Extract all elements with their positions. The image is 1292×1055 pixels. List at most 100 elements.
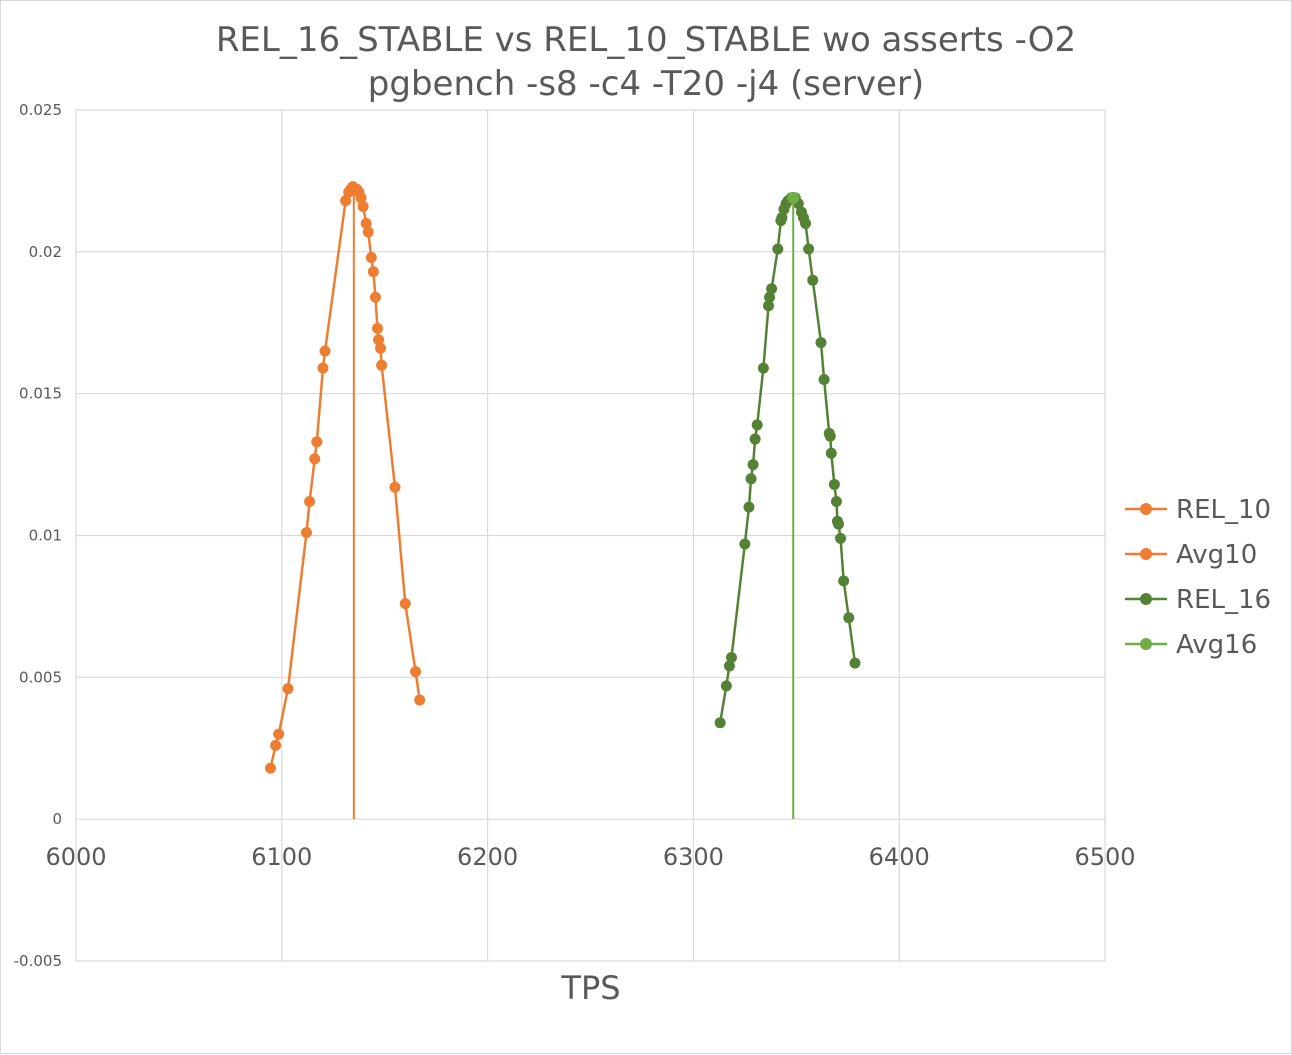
legend-item-rel-10: REL_10 <box>1125 495 1271 525</box>
series-rel-10-point <box>264 762 276 774</box>
series-rel-16-point <box>849 657 861 669</box>
series-rel-16-point <box>800 217 812 229</box>
legend-swatch-marker <box>1140 548 1152 560</box>
x-tick-label: 6000 <box>45 843 106 871</box>
series-rel-16-point <box>824 430 836 442</box>
legend-item-rel-16: REL_16 <box>1125 585 1271 615</box>
series-avg16 <box>787 191 800 820</box>
y-tick-label: 0.025 <box>19 101 62 119</box>
legend-label: REL_10 <box>1176 495 1271 525</box>
series-rel-16-point <box>745 473 757 485</box>
y-tick-label: 0.005 <box>19 668 62 686</box>
series-rel-10-point <box>304 495 316 507</box>
series-rel-16-point <box>725 651 737 663</box>
x-tick-label: 6300 <box>663 843 724 871</box>
series-rel-16-point <box>772 243 784 255</box>
x-axis-tick-labels: 6000 6100 6200 6300 6400 6500 <box>45 843 1135 871</box>
series-rel-10-point <box>410 666 422 678</box>
series-rel-16-point <box>828 478 840 490</box>
series-rel-16-point <box>747 459 759 471</box>
series-rel-16-point <box>751 419 763 431</box>
legend-label: Avg10 <box>1176 540 1257 570</box>
series-rel-10-point <box>375 342 387 354</box>
legend-swatch-marker <box>1140 503 1152 515</box>
series-rel-16-point <box>720 680 732 692</box>
series-avg10 <box>347 183 360 820</box>
x-tick-label: 6400 <box>869 843 930 871</box>
grid-lines <box>75 109 1106 962</box>
chart-title: REL_16_STABLE vs REL_10_STABLE wo assert… <box>216 20 1076 104</box>
legend-swatch-marker <box>1140 593 1152 605</box>
legend-swatch-marker <box>1140 638 1152 650</box>
x-tick-label: 6200 <box>457 843 518 871</box>
series-rel-10-point <box>273 728 285 740</box>
legend-label: Avg16 <box>1176 630 1257 660</box>
series-rel-10-line <box>269 185 421 769</box>
series-rel-10-point <box>270 739 282 751</box>
series-rel-16-point <box>835 532 847 544</box>
series-rel-10-point <box>360 217 372 229</box>
series-rel-16-point <box>723 660 735 672</box>
series-rel-10-point <box>367 266 379 278</box>
series-rel-10-point <box>357 200 369 212</box>
series-rel-16-point <box>743 501 755 513</box>
series-rel-16-point <box>807 274 819 286</box>
series-rel-10-point <box>340 195 352 207</box>
y-tick-label: 0.01 <box>29 527 62 545</box>
chart-title-line-2: pgbench -s8 -c4 -T20 -j4 (server) <box>368 64 924 104</box>
series-rel-16-point <box>825 447 837 459</box>
chart-title-line-1: REL_16_STABLE vs REL_10_STABLE wo assert… <box>216 20 1076 60</box>
series-rel-16 <box>714 192 861 729</box>
series-rel-10-point <box>319 345 331 357</box>
series-rel-16-point <box>757 362 769 374</box>
x-tick-label: 6100 <box>251 843 312 871</box>
series-rel-10-point <box>389 481 401 493</box>
series-rel-10-point <box>309 453 321 465</box>
series-rel-16-point <box>763 300 775 312</box>
series-rel-16-point <box>818 373 830 385</box>
y-tick-label: -0.005 <box>14 952 62 970</box>
series-rel-16-line <box>718 196 857 723</box>
series-rel-16-point <box>832 518 844 530</box>
series-rel-16-point <box>803 243 815 255</box>
series-rel-16-point <box>749 433 761 445</box>
series-rel-10-point <box>355 192 367 204</box>
series-rel-10-point <box>365 252 377 264</box>
series-rel-16-point <box>714 717 726 729</box>
series-rel-10-point <box>369 291 381 303</box>
series-rel-10-point <box>282 683 294 695</box>
series-rel-10-point <box>300 527 312 539</box>
series-rel-16-point <box>838 575 850 587</box>
series-rel-16-point <box>830 495 842 507</box>
plot-area <box>264 181 861 820</box>
y-tick-label: 0.015 <box>19 385 62 403</box>
series-rel-16-point <box>815 337 827 349</box>
series-rel-16-point <box>843 612 855 624</box>
legend: REL_10 Avg10 REL_16 Avg16 <box>1125 495 1271 660</box>
series-rel-16-point <box>776 212 788 224</box>
series-rel-10-point <box>362 226 374 238</box>
y-axis-tick-labels: 0.025 0.02 0.015 0.01 0.005 0 -0.005 <box>14 101 62 970</box>
series-rel-10-point <box>373 334 385 346</box>
series-rel-10-point <box>317 362 329 374</box>
series-rel-10-point <box>399 598 411 610</box>
x-axis-title: TPS <box>560 969 620 1007</box>
x-tick-label: 6500 <box>1074 843 1135 871</box>
series-rel-16-point <box>766 283 778 295</box>
series-rel-10-point <box>414 694 426 706</box>
series-avg10-point <box>347 183 360 196</box>
legend-item-avg10: Avg10 <box>1125 540 1257 570</box>
series-rel-16-point <box>764 291 776 303</box>
y-tick-label: 0 <box>52 810 62 828</box>
legend-label: REL_16 <box>1176 585 1271 615</box>
legend-item-avg16: Avg16 <box>1125 630 1257 660</box>
series-rel-10-point <box>376 359 388 371</box>
series-avg16-point <box>787 191 800 204</box>
series-rel-16-point <box>739 538 751 550</box>
series-rel-10-point <box>371 322 383 334</box>
series-rel-10 <box>264 181 426 774</box>
y-tick-label: 0.02 <box>29 243 62 261</box>
series-rel-10-point <box>311 436 323 448</box>
